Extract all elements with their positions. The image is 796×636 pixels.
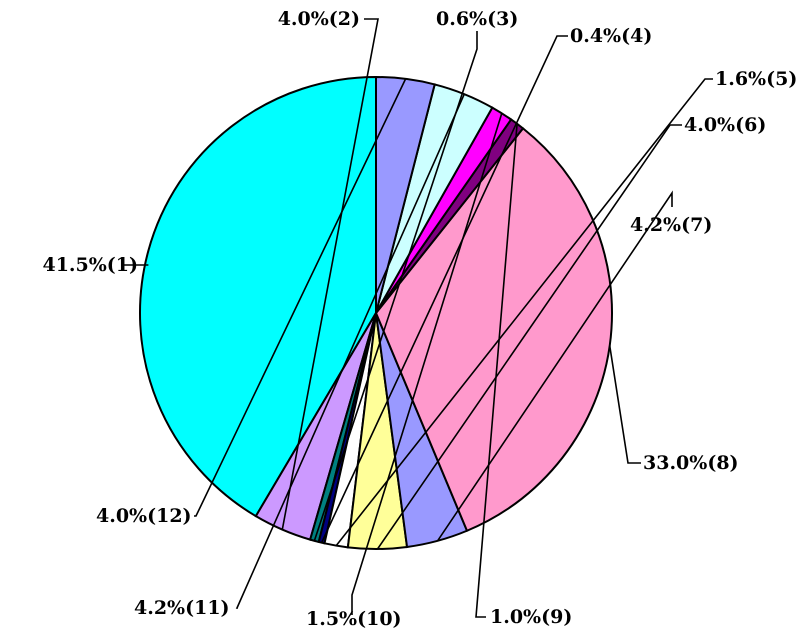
slice-label-10: 1.5%(10): [306, 608, 402, 630]
slice-label-11: 4.2%(11): [134, 597, 230, 619]
leader-line-5: [335, 78, 713, 547]
slice-label-1: 41.5%(1): [42, 254, 138, 276]
leader-line-9: [475, 123, 518, 618]
leader-line-6: [376, 124, 682, 550]
leader-line-2: [281, 18, 379, 530]
slice-label-2: 4.0%(2): [278, 8, 360, 30]
leader-line-3: [313, 31, 478, 542]
leader-line-8: [608, 345, 641, 464]
leader-line-7: [436, 190, 673, 542]
leader-line-11: [235, 93, 466, 609]
slice-label-6: 4.0%(6): [684, 114, 766, 136]
slice-label-12: 4.0%(12): [96, 505, 192, 527]
slice-label-4: 0.4%(4): [570, 25, 652, 47]
pie-slice-1: [139, 75, 377, 518]
slice-label-8: 33.0%(8): [643, 452, 739, 474]
slice-labels: 41.5%(1) 4.0%(2) 0.6%(3) 0.4%(4) 1.6%(5) 4.0%…: [42, 8, 796, 630]
leader-line-4: [320, 35, 568, 544]
slice-label-7: 4.2%(7): [630, 214, 712, 236]
slice-label-9: 1.0%(9): [490, 606, 572, 628]
slice-label-5: 1.6%(5): [715, 68, 796, 90]
pie-slices: [139, 75, 613, 550]
leader-line-10: [351, 113, 503, 615]
leader-lines: [124, 18, 713, 618]
leader-line-12: [194, 78, 407, 517]
slice-label-3: 0.6%(3): [436, 8, 518, 30]
